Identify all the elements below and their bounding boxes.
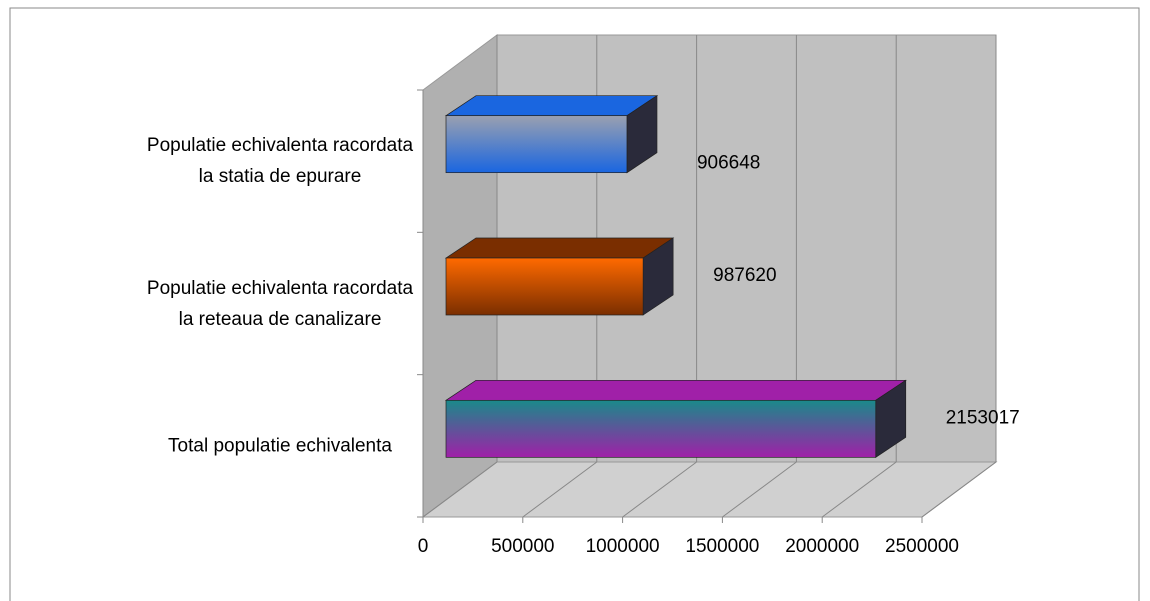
x-tick-label: 2000000 <box>785 536 859 557</box>
value-label: 906648 <box>697 153 760 174</box>
floor-grid-line <box>821 461 897 518</box>
floor-grid-line <box>422 461 498 518</box>
bar-front <box>445 257 644 316</box>
bar <box>444 237 675 316</box>
x-tick-label: 1500000 <box>685 536 759 557</box>
floor <box>421 461 998 518</box>
value-label: 2153017 <box>946 407 1020 428</box>
x-tick-label: 0 <box>418 536 429 557</box>
bar-front <box>445 399 877 458</box>
bar-top <box>444 237 675 259</box>
floor-grid-line <box>522 461 598 518</box>
floor-grid-line <box>921 461 997 518</box>
chart-frame <box>9 7 1140 601</box>
bar-top <box>444 379 907 401</box>
x-tick-label: 2500000 <box>885 536 959 557</box>
category-label: Populatie echivalenta racordata la stati… <box>146 135 414 188</box>
x-tick-label: 1000000 <box>586 536 660 557</box>
floor-grid-line <box>622 461 697 518</box>
bar <box>444 379 907 458</box>
bar <box>444 95 659 174</box>
x-tick-label: 500000 <box>491 536 554 557</box>
value-label: 987620 <box>713 265 776 286</box>
category-label: Populatie echivalenta racordata la retea… <box>146 277 414 330</box>
bar-front <box>445 115 628 174</box>
category-label: Total populatie echivalenta <box>168 435 392 457</box>
bar-top <box>444 95 659 117</box>
floor-grid-line <box>722 461 797 518</box>
